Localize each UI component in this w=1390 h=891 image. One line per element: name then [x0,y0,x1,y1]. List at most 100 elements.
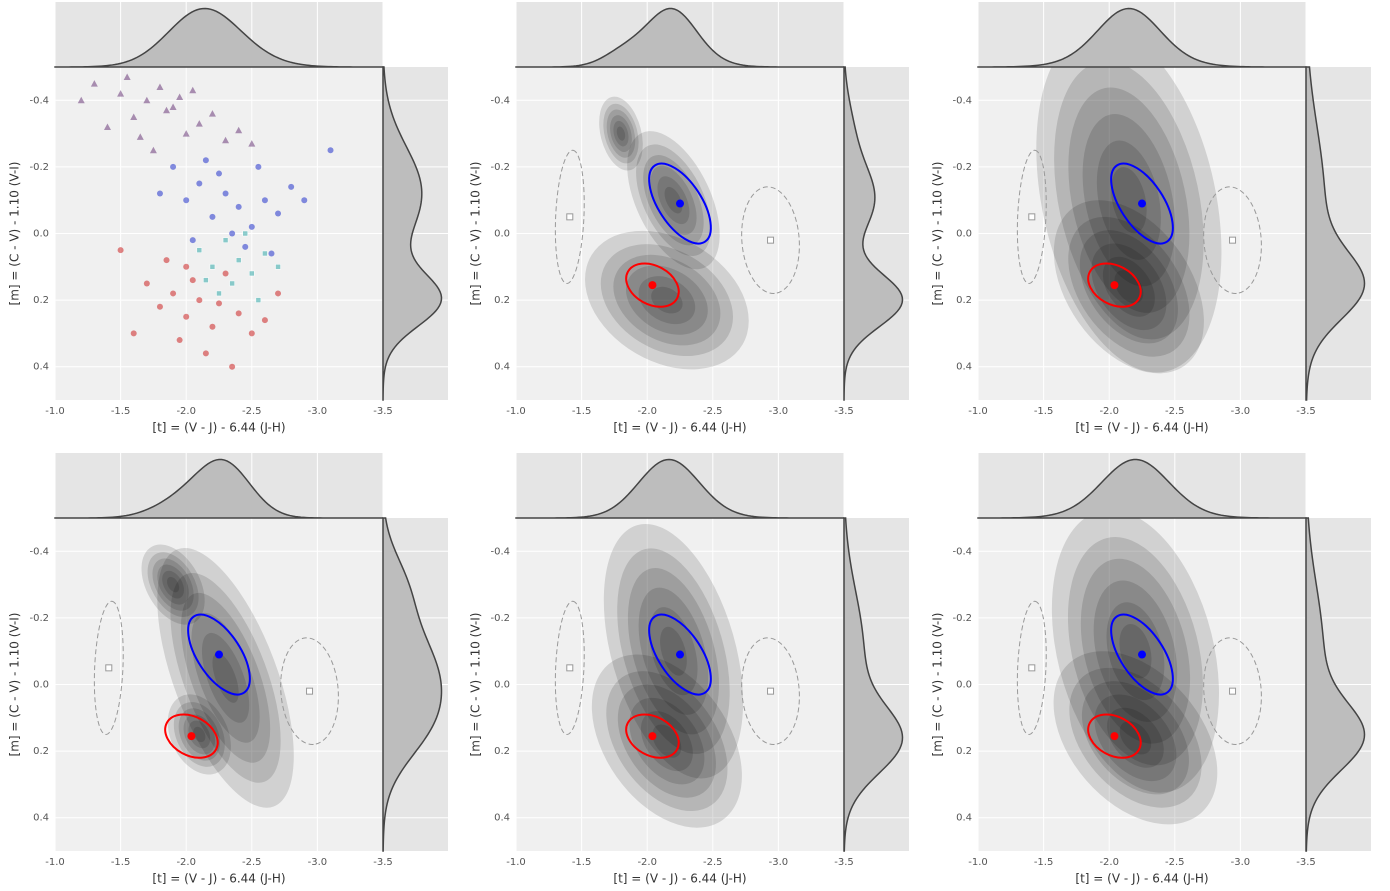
point [149,146,157,154]
plot-area [1016,518,1262,825]
density-contour [173,702,225,767]
marginal-density-y [843,66,904,401]
density-contour [1119,721,1152,755]
density-contour [606,109,636,158]
y-tick-label: -0.4 [29,95,49,106]
density-contour [1069,667,1202,808]
y-axis-label: [m] = (C - V) - 1.10 (V-I) [931,162,945,306]
y-axis-label: [m] = (C - V) - 1.10 (V-I) [469,613,483,757]
point [275,264,281,270]
marker-point [1138,650,1146,659]
point [130,330,137,337]
point [183,197,190,204]
y-tick-label: 0.4 [494,813,510,824]
density-contour [1107,707,1164,768]
marker-ellipse [554,149,585,284]
joint-plot: -1.0 -1.5 -2.0 -2.5 -3.0 -3.5 -0.4 -0.2 0.0 0.2 0.… [469,2,909,435]
x-axis-label: [t] = (V - J) - 6.44 (J-H) [613,872,746,886]
x-tick-label: -1.5 [572,406,592,417]
density-contour [212,652,239,703]
x-tick-label: -1.0 [45,406,65,417]
density-contour [600,244,734,357]
point [195,120,203,127]
point [288,183,295,190]
y-tick-label: 0.4 [33,362,49,373]
point [248,223,255,230]
point [209,264,216,270]
y-tick-label: -0.2 [490,613,510,624]
x-tick-label: -3.5 [834,857,854,868]
joint-plot: -1.0 -1.5 -2.0 -2.5 -3.0 -3.5 -0.4 -0.2 0.0 0.2 0.… [931,453,1371,886]
density-contour [617,548,730,754]
point [183,263,190,270]
density-contour [603,103,639,164]
marginal-density-x [977,458,1307,519]
point [183,313,190,320]
density-contour [629,697,705,785]
density-contour [178,708,220,761]
marker-point [1028,213,1036,221]
marginal-density-y [382,517,443,852]
density-contour [157,547,294,808]
marker-point [187,732,196,741]
point [176,93,184,100]
density-contour [201,632,250,723]
x-tick-label: -2.5 [242,406,262,417]
marker-point [105,664,113,672]
marker-ellipse [93,600,124,735]
point [189,277,196,284]
x-tick-label: -3.0 [769,857,789,868]
x-tick-label: -2.0 [176,857,196,868]
point [255,297,262,303]
point [255,163,262,170]
density-contour [170,572,281,783]
joint-plot: -1.0 -1.5 -2.0 -2.5 -3.0 -3.5 -0.4 -0.2 0.0 0.2 0.… [469,453,909,886]
y-tick-label: 0.0 [956,229,972,240]
density-contour [1051,518,1219,793]
x-tick-label: -1.5 [1034,406,1054,417]
joint-plot: -1.0 -1.5 -2.0 -2.5 -3.0 -3.5 -0.4 -0.2 0.0 0.2 0.… [931,2,1371,435]
x-tick-label: -3.5 [1296,406,1316,417]
x-axis-label: [t] = (V - J) - 6.44 (J-H) [1075,421,1208,435]
point [235,203,242,210]
density-contour [1080,558,1191,744]
marginal-density-x [54,7,384,68]
x-tick-label: -1.0 [506,406,526,417]
point [208,110,216,117]
point [189,237,196,244]
plot-area [93,544,339,808]
y-tick-label: 0.2 [956,295,972,306]
y-axis-label: [m] = (C - V) - 1.10 (V-I) [8,613,22,757]
x-tick-label: -1.0 [968,857,988,868]
density-contour [162,570,185,599]
point [275,210,282,217]
x-tick-label: -2.5 [1165,857,1185,868]
point [242,230,248,237]
marker-ellipse [741,637,800,745]
density-contour [585,230,749,370]
y-tick-label: -0.4 [490,546,510,557]
marginal-density-y [1305,66,1366,401]
plot-area [1016,67,1262,374]
marker-point [676,650,684,659]
density-contour [1093,580,1178,722]
density-contour [610,115,632,153]
point [229,280,235,287]
x-tick-label: -3.0 [308,857,328,868]
density-contour [1081,681,1189,795]
point [262,250,268,257]
marker-point [215,650,223,659]
x-tick-label: -2.5 [703,857,723,868]
point [117,247,124,254]
marker-ellipse [1110,613,1174,696]
x-tick-label: -2.5 [703,406,723,417]
density-contour [613,254,721,346]
x-tick-label: -1.0 [45,857,65,868]
point [301,197,308,204]
y-tick-label: -0.4 [952,546,972,557]
point [222,270,229,277]
density-contour [1091,243,1167,331]
x-tick-label: -3.5 [834,406,854,417]
density-contour [617,684,716,798]
point [261,197,268,204]
